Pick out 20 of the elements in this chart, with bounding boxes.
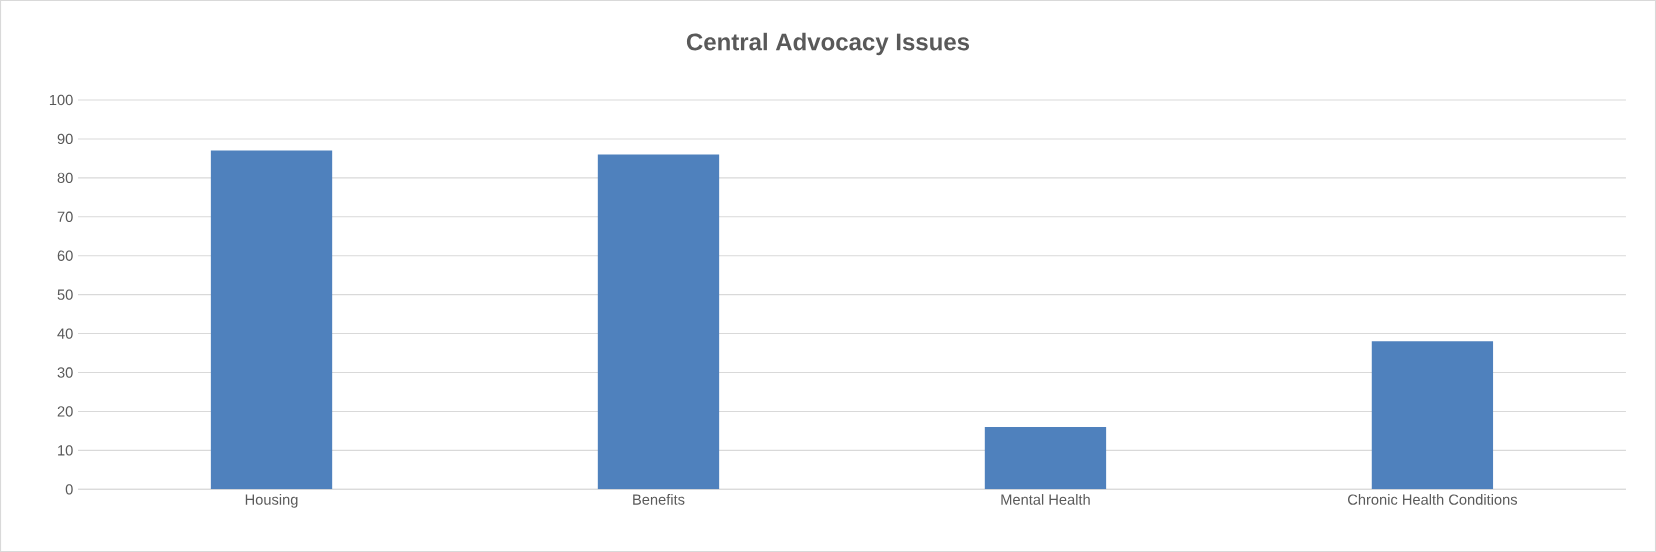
bar: [597, 154, 720, 490]
y-tick-label: 90: [57, 133, 73, 145]
bar: [210, 150, 333, 490]
y-tick-label: 70: [57, 211, 73, 222]
x-tick-label: Mental Health: [1001, 494, 1090, 505]
chart-title: Central Advocacy Issues: [686, 32, 970, 56]
y-tick-label: 20: [57, 406, 73, 417]
y-tick-label: 80: [57, 172, 73, 184]
y-tick-label: 50: [57, 289, 73, 300]
y-tick-label: 40: [57, 328, 73, 339]
y-tick-label: 60: [57, 250, 73, 261]
bar: [1371, 341, 1494, 490]
y-tick-label: 10: [58, 445, 73, 456]
bar: [984, 427, 1107, 490]
y-tick-label: 0: [65, 484, 73, 495]
y-tick-label: 100: [49, 94, 73, 106]
x-tick-label: Housing: [245, 494, 298, 508]
x-tick-label: Benefits: [633, 494, 685, 505]
x-tick-label: Chronic Health Conditions: [1348, 494, 1518, 505]
y-tick-label: 30: [57, 367, 73, 378]
